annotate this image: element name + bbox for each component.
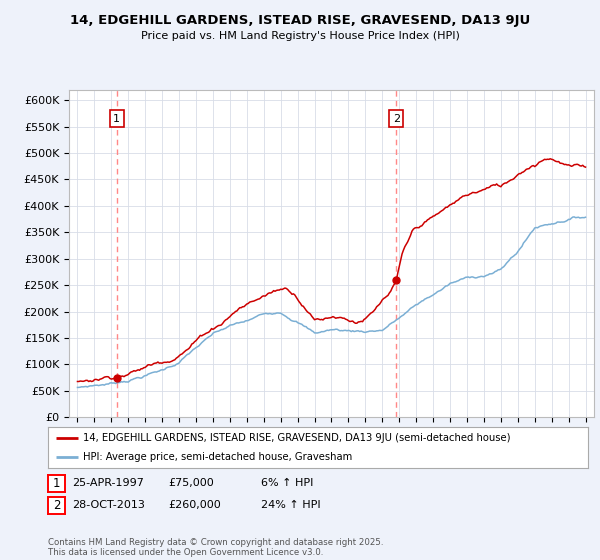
- Text: 1: 1: [53, 477, 60, 490]
- Text: 2: 2: [393, 114, 400, 124]
- Text: 6% ↑ HPI: 6% ↑ HPI: [261, 478, 313, 488]
- Text: £75,000: £75,000: [168, 478, 214, 488]
- Text: 14, EDGEHILL GARDENS, ISTEAD RISE, GRAVESEND, DA13 9JU: 14, EDGEHILL GARDENS, ISTEAD RISE, GRAVE…: [70, 14, 530, 27]
- Text: 28-OCT-2013: 28-OCT-2013: [72, 500, 145, 510]
- Text: 14, EDGEHILL GARDENS, ISTEAD RISE, GRAVESEND, DA13 9JU (semi-detached house): 14, EDGEHILL GARDENS, ISTEAD RISE, GRAVE…: [83, 433, 511, 443]
- Text: HPI: Average price, semi-detached house, Gravesham: HPI: Average price, semi-detached house,…: [83, 452, 352, 461]
- Text: Contains HM Land Registry data © Crown copyright and database right 2025.
This d: Contains HM Land Registry data © Crown c…: [48, 538, 383, 557]
- Text: 1: 1: [113, 114, 120, 124]
- Text: 24% ↑ HPI: 24% ↑ HPI: [261, 500, 320, 510]
- Text: £260,000: £260,000: [168, 500, 221, 510]
- Text: 25-APR-1997: 25-APR-1997: [72, 478, 144, 488]
- Text: 2: 2: [53, 498, 60, 512]
- Text: Price paid vs. HM Land Registry's House Price Index (HPI): Price paid vs. HM Land Registry's House …: [140, 31, 460, 41]
